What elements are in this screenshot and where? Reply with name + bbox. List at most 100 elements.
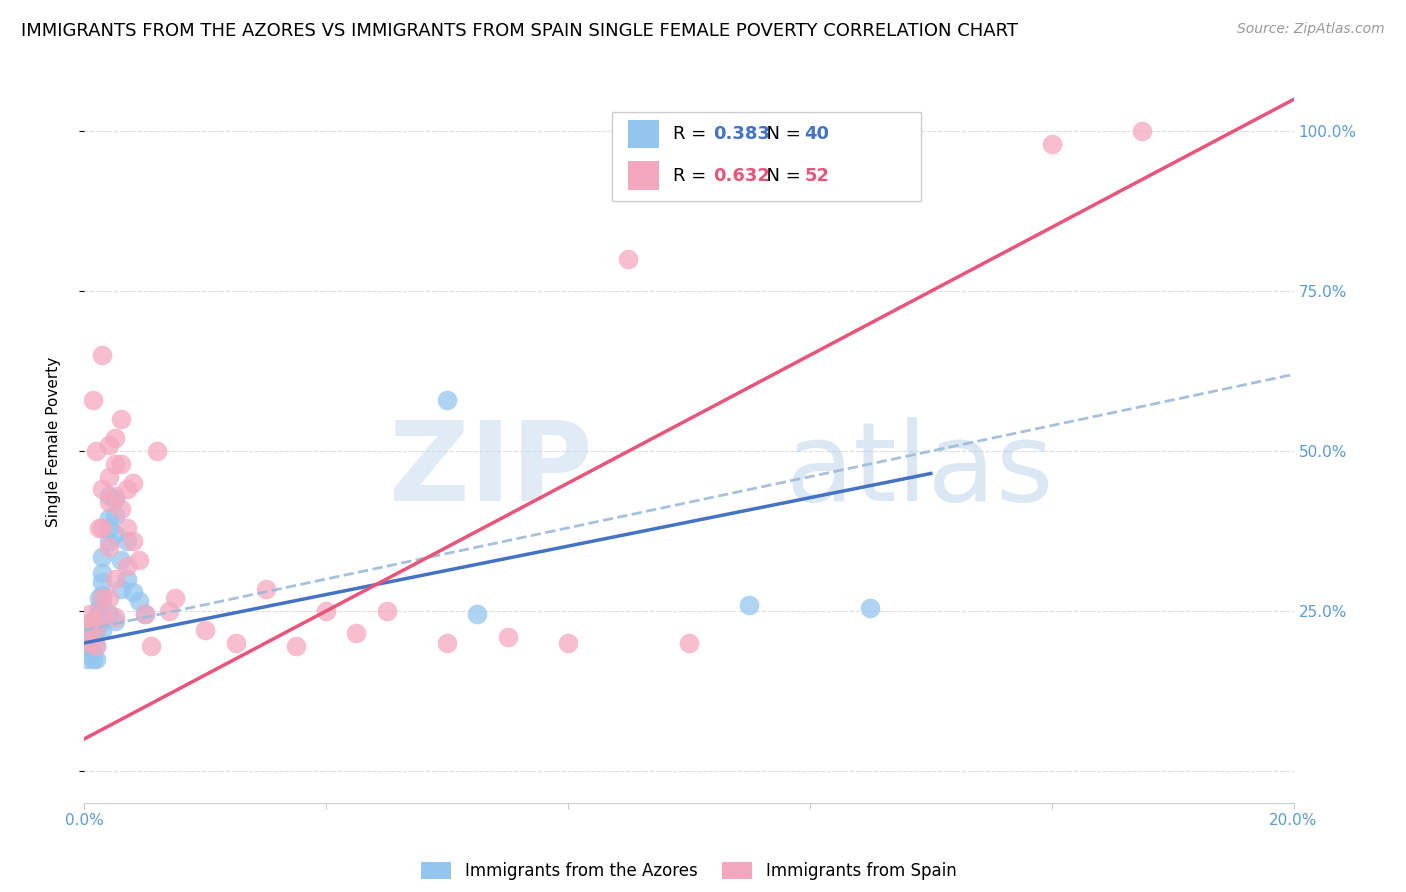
Text: Source: ZipAtlas.com: Source: ZipAtlas.com [1237,22,1385,37]
Point [128,594,150,608]
Point [104,492,127,507]
Point [104,572,127,586]
Point [121,533,143,548]
Y-axis label: Single Female Poverty: Single Female Poverty [46,357,60,526]
Point [104,614,127,628]
Point [79,626,101,640]
Text: 52: 52 [804,167,830,185]
Point [346,626,368,640]
Point [86,444,108,458]
Point [97,495,120,509]
Point [121,584,143,599]
Point [91,607,114,622]
Point [97,533,120,548]
Point [104,431,127,445]
Point [79,636,101,650]
Point [165,591,187,606]
Text: 0.632: 0.632 [713,167,769,185]
Point [617,252,640,267]
Point [104,457,127,471]
Point [97,469,120,483]
Point [82,652,104,666]
Point [82,623,104,637]
Point [97,591,120,606]
Point [79,607,101,622]
Point [86,652,108,666]
Point [157,604,180,618]
Text: 40: 40 [804,125,830,143]
Point [97,607,120,622]
Text: 0.383: 0.383 [713,125,770,143]
Point [89,521,111,535]
Text: IMMIGRANTS FROM THE AZORES VS IMMIGRANTS FROM SPAIN SINGLE FEMALE POVERTY CORREL: IMMIGRANTS FROM THE AZORES VS IMMIGRANTS… [21,22,1018,40]
Point [89,616,111,631]
Point [134,607,156,622]
Point [678,636,700,650]
Point [97,438,120,452]
Point [115,483,138,497]
Point [76,652,98,666]
Point [104,489,127,503]
Point [315,604,337,618]
Point [97,521,120,535]
Point [91,521,114,535]
Point [91,623,114,637]
Point [86,639,108,653]
Point [110,501,132,516]
Text: N =: N = [755,167,807,185]
Text: N =: N = [755,125,807,143]
Point [146,444,169,458]
Point [467,607,489,622]
Point [1040,137,1063,152]
Point [121,476,143,491]
Point [496,630,519,644]
Point [91,549,114,564]
Point [139,639,162,653]
Point [82,646,104,660]
Point [110,412,132,426]
Point [110,553,132,567]
Point [86,610,108,624]
Point [104,508,127,522]
Point [91,588,114,602]
Point [91,483,114,497]
Point [89,591,111,606]
Point [91,566,114,580]
Point [436,392,458,407]
Point [79,639,101,653]
Point [194,623,217,637]
Point [115,559,138,574]
Point [104,527,127,541]
Point [89,600,111,615]
Point [134,607,156,622]
Text: atlas: atlas [786,417,1054,524]
Point [91,591,114,606]
Point [86,623,108,637]
Point [91,575,114,590]
Point [859,600,882,615]
Point [436,636,458,650]
Text: R =: R = [673,167,713,185]
Point [115,521,138,535]
Point [225,636,247,650]
Point [115,572,138,586]
Point [1130,124,1153,138]
Point [86,620,108,634]
Text: ZIP: ZIP [389,417,592,524]
Point [86,639,108,653]
Point [254,582,277,596]
Point [557,636,579,650]
Point [110,582,132,596]
Point [128,553,150,567]
Point [97,511,120,525]
Point [738,598,761,612]
Point [104,610,127,624]
Point [79,616,101,631]
Point [91,348,114,362]
Point [82,392,104,407]
Point [76,623,98,637]
Point [91,598,114,612]
Text: R =: R = [673,125,713,143]
Point [97,489,120,503]
Point [115,533,138,548]
